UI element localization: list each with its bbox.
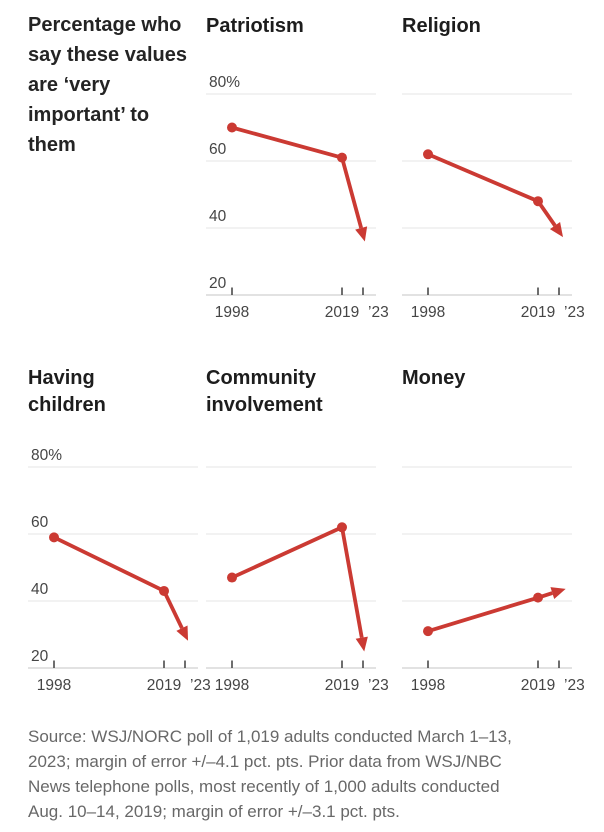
svg-text:80%: 80% bbox=[209, 74, 240, 91]
svg-text:1998: 1998 bbox=[411, 304, 445, 321]
svg-text:2019: 2019 bbox=[325, 677, 359, 694]
svg-text:’23: ’23 bbox=[564, 304, 585, 321]
chart-having-children: Having children 80% 60 40 20 1998 2019 ’23 bbox=[28, 362, 211, 699]
svg-text:60: 60 bbox=[209, 141, 227, 158]
plot-money: 1998 2019 ’23 bbox=[402, 466, 585, 694]
plot-patriotism: 80% 60 40 20 1998 2019 ’23 bbox=[206, 74, 389, 321]
chart-title-money: Money bbox=[402, 367, 466, 389]
svg-text:’23: ’23 bbox=[564, 677, 585, 694]
svg-text:2019: 2019 bbox=[325, 304, 359, 321]
chart-patriotism: Patriotism 80% 60 40 20 1998 2019 ’23 bbox=[206, 0, 389, 326]
chart-title-religion: Religion bbox=[402, 15, 481, 37]
svg-text:1998: 1998 bbox=[215, 677, 249, 694]
chart-title-having-children: Having children bbox=[28, 367, 106, 416]
svg-text:1998: 1998 bbox=[215, 304, 249, 321]
plot-community-involvement: 1998 2019 ’23 bbox=[206, 466, 389, 694]
svg-text:20: 20 bbox=[31, 648, 49, 665]
chart-religion: Religion 1998 2019 ’23 bbox=[402, 0, 585, 326]
svg-text:’23: ’23 bbox=[190, 677, 211, 694]
svg-text:1998: 1998 bbox=[37, 677, 71, 694]
svg-text:60: 60 bbox=[31, 514, 49, 531]
chart-title-community-involvement: Community involvement bbox=[206, 367, 323, 416]
svg-text:40: 40 bbox=[209, 208, 227, 225]
chart-description: Percentage who say these values are ‘ver… bbox=[28, 14, 187, 156]
svg-text:40: 40 bbox=[31, 581, 49, 598]
svg-text:20: 20 bbox=[209, 275, 227, 292]
svg-text:’23: ’23 bbox=[368, 677, 389, 694]
plot-religion: 1998 2019 ’23 bbox=[402, 93, 585, 321]
svg-text:1998: 1998 bbox=[411, 677, 445, 694]
chart-community-involvement: Community involvement 1998 2019 ’23 bbox=[206, 362, 389, 699]
chart-title-patriotism: Patriotism bbox=[206, 15, 304, 37]
plot-having-children: 80% 60 40 20 1998 2019 ’23 bbox=[28, 447, 211, 694]
source-note: Source: WSJ/NORC poll of 1,019 adults co… bbox=[28, 727, 512, 821]
svg-text:80%: 80% bbox=[31, 447, 62, 464]
svg-text:2019: 2019 bbox=[521, 677, 555, 694]
svg-text:’23: ’23 bbox=[368, 304, 389, 321]
svg-text:2019: 2019 bbox=[147, 677, 181, 694]
svg-text:2019: 2019 bbox=[521, 304, 555, 321]
chart-money: Money 1998 2019 ’23 bbox=[402, 362, 585, 699]
